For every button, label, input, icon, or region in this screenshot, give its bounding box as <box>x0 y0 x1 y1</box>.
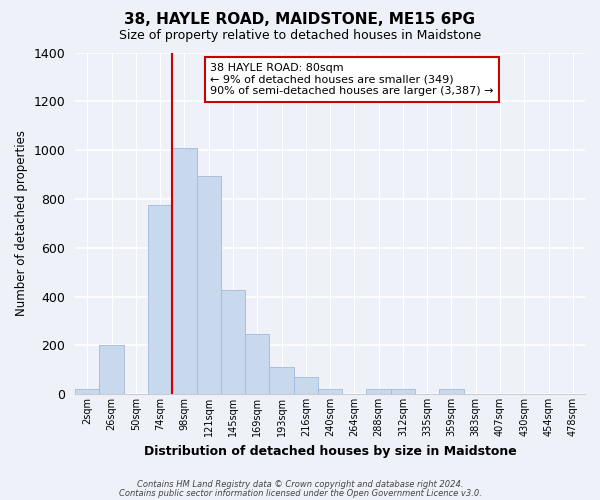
Bar <box>293 377 318 394</box>
Bar <box>367 390 391 394</box>
Bar <box>197 176 221 394</box>
Bar <box>269 368 293 394</box>
Bar <box>391 390 415 394</box>
Text: Contains HM Land Registry data © Crown copyright and database right 2024.: Contains HM Land Registry data © Crown c… <box>137 480 463 489</box>
Text: 38, HAYLE ROAD, MAIDSTONE, ME15 6PG: 38, HAYLE ROAD, MAIDSTONE, ME15 6PG <box>125 12 476 28</box>
Bar <box>148 205 172 394</box>
Text: 38 HAYLE ROAD: 80sqm
← 9% of detached houses are smaller (349)
90% of semi-detac: 38 HAYLE ROAD: 80sqm ← 9% of detached ho… <box>210 62 494 96</box>
X-axis label: Distribution of detached houses by size in Maidstone: Distribution of detached houses by size … <box>144 444 517 458</box>
Bar <box>100 346 124 394</box>
Bar <box>172 148 197 394</box>
Bar <box>245 334 269 394</box>
Bar <box>318 390 342 394</box>
Bar <box>221 290 245 394</box>
Text: Size of property relative to detached houses in Maidstone: Size of property relative to detached ho… <box>119 29 481 42</box>
Bar <box>75 390 100 394</box>
Bar <box>439 390 464 394</box>
Y-axis label: Number of detached properties: Number of detached properties <box>15 130 28 316</box>
Text: Contains public sector information licensed under the Open Government Licence v3: Contains public sector information licen… <box>119 488 481 498</box>
